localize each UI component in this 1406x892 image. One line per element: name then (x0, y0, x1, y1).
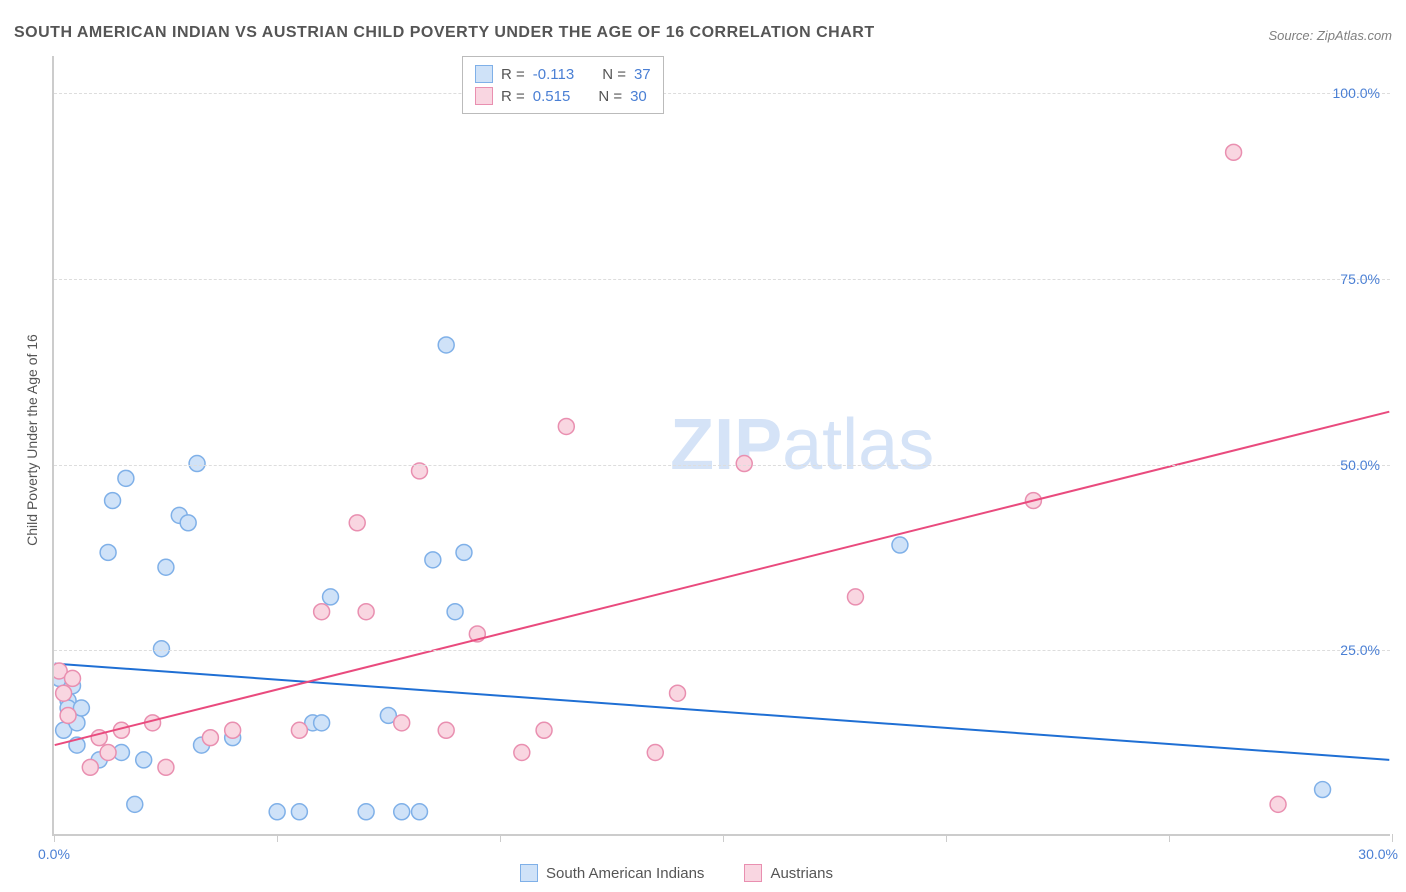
x-tick-mark (1392, 834, 1393, 842)
swatch-icon (520, 864, 538, 882)
scatter-point (438, 722, 454, 738)
swatch-icon (475, 87, 493, 105)
y-tick-label: 100.0% (1333, 85, 1380, 101)
scatter-point (438, 337, 454, 353)
scatter-point (847, 589, 863, 605)
x-tick-mark (723, 834, 724, 842)
scatter-point (425, 552, 441, 568)
gridline (54, 93, 1390, 94)
scatter-point (394, 715, 410, 731)
legend-label: South American Indians (546, 865, 704, 882)
gridline (54, 650, 1390, 651)
stats-row-series-1: R = 0.515 N = 30 (475, 85, 651, 107)
legend-item-series-1: Austrians (744, 864, 833, 882)
scatter-point (180, 515, 196, 531)
scatter-point (358, 804, 374, 820)
gridline (54, 279, 1390, 280)
x-tick-mark (54, 834, 55, 842)
scatter-point (514, 745, 530, 761)
scatter-point (412, 804, 428, 820)
scatter-point (670, 685, 686, 701)
plot-area: ZIPatlas 25.0%50.0%75.0%100.0% 0.0% 30.0… (52, 56, 1390, 836)
x-tick-mark (500, 834, 501, 842)
stats-r-value: 0.515 (533, 88, 571, 105)
stats-r-label: R = (501, 88, 525, 105)
y-axis-label: Child Poverty Under the Age of 16 (24, 334, 40, 546)
legend-item-series-0: South American Indians (520, 864, 704, 882)
trend-line (55, 412, 1390, 745)
scatter-point (158, 559, 174, 575)
scatter-point (82, 759, 98, 775)
x-tick-mark (946, 834, 947, 842)
x-axis-end-label: 30.0% (1358, 846, 1398, 862)
x-tick-mark (277, 834, 278, 842)
chart-title: SOUTH AMERICAN INDIAN VS AUSTRIAN CHILD … (14, 24, 875, 42)
scatter-point (136, 752, 152, 768)
scatter-point (1270, 796, 1286, 812)
scatter-point (154, 641, 170, 657)
scatter-point (314, 604, 330, 620)
scatter-point (536, 722, 552, 738)
scatter-point (291, 722, 307, 738)
legend-label: Austrians (770, 865, 833, 882)
bottom-legend: South American Indians Austrians (520, 864, 833, 882)
y-tick-label: 50.0% (1340, 457, 1380, 473)
x-axis-start-label: 0.0% (38, 846, 70, 862)
scatter-point (291, 804, 307, 820)
scatter-point (456, 544, 472, 560)
scatter-point (1226, 144, 1242, 160)
y-tick-label: 25.0% (1340, 642, 1380, 658)
scatter-point (56, 685, 72, 701)
stats-n-value: 30 (630, 88, 647, 105)
scatter-point (105, 493, 121, 509)
stats-r-value: -0.113 (533, 66, 574, 83)
scatter-point (314, 715, 330, 731)
scatter-point (127, 796, 143, 812)
scatter-point (189, 456, 205, 472)
scatter-point (358, 604, 374, 620)
swatch-icon (744, 864, 762, 882)
stats-n-value: 37 (634, 66, 651, 83)
scatter-point (202, 730, 218, 746)
scatter-point (349, 515, 365, 531)
stats-row-series-0: R = -0.113 N = 37 (475, 63, 651, 85)
y-tick-label: 75.0% (1340, 271, 1380, 287)
trend-line (55, 664, 1390, 760)
stats-r-label: R = (501, 66, 525, 83)
scatter-point (394, 804, 410, 820)
scatter-point (447, 604, 463, 620)
scatter-point (1315, 782, 1331, 798)
scatter-point (65, 670, 81, 686)
scatter-point (60, 707, 76, 723)
source-label: Source: ZipAtlas.com (1268, 28, 1392, 43)
scatter-point (225, 722, 241, 738)
stats-n-label: N = (598, 88, 622, 105)
stats-legend-box: R = -0.113 N = 37 R = 0.515 N = 30 (462, 56, 664, 114)
swatch-icon (475, 65, 493, 83)
scatter-point (736, 456, 752, 472)
scatter-point (558, 418, 574, 434)
scatter-point (269, 804, 285, 820)
scatter-point (158, 759, 174, 775)
x-tick-mark (1169, 834, 1170, 842)
scatter-point (100, 745, 116, 761)
scatter-point (100, 544, 116, 560)
scatter-point (323, 589, 339, 605)
scatter-point (647, 745, 663, 761)
scatter-svg (54, 56, 1390, 834)
scatter-point (118, 470, 134, 486)
scatter-point (892, 537, 908, 553)
gridline (54, 465, 1390, 466)
stats-n-label: N = (602, 66, 626, 83)
